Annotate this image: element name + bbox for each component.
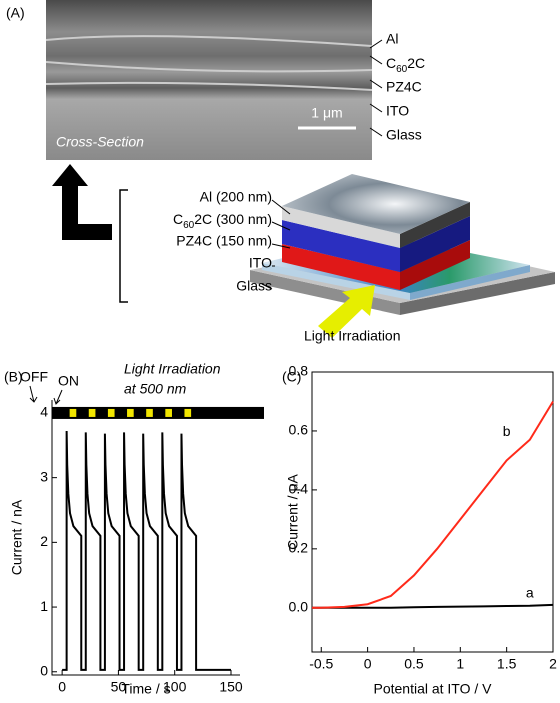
y-tick-label: 2 bbox=[40, 533, 48, 549]
scale-label: 1 μm bbox=[311, 105, 342, 121]
light-on bbox=[165, 409, 172, 417]
x-tick-label: 0 bbox=[364, 656, 372, 672]
light-on bbox=[127, 409, 134, 417]
text-part: 60 bbox=[183, 220, 195, 231]
text-part: C bbox=[386, 55, 396, 71]
page: (A) Cross-Section 1 μm Al (200 nm)C602C … bbox=[0, 0, 560, 698]
y-tick-label: 4 bbox=[40, 404, 48, 420]
text-part: 60 bbox=[396, 64, 408, 75]
device-label: PZ4C (150 nm) bbox=[176, 233, 272, 249]
x-axis-label: Potential at ITO / V bbox=[373, 681, 492, 697]
light-on bbox=[89, 409, 96, 417]
device-label: C602C (300 nm) bbox=[173, 211, 272, 231]
device-label: Glass bbox=[236, 278, 272, 294]
x-tick-label: 0 bbox=[58, 679, 66, 695]
series-label: b bbox=[503, 423, 511, 439]
y-tick-label: 1 bbox=[40, 598, 48, 614]
y-tick-label: 0.0 bbox=[289, 598, 309, 614]
irradiation-label: Light Irradiation bbox=[304, 328, 401, 344]
y-tick-label: 3 bbox=[40, 468, 48, 484]
plot-frame bbox=[312, 372, 553, 652]
text-part: 2C bbox=[407, 55, 425, 71]
x-tick-label: 2 bbox=[549, 656, 557, 672]
x-tick-label: 0.5 bbox=[404, 656, 424, 672]
light-bar bbox=[52, 407, 264, 419]
annotation: ON bbox=[58, 373, 79, 389]
x-tick-label: 150 bbox=[219, 679, 243, 695]
data-line bbox=[62, 431, 231, 670]
figure: (A) Cross-Section 1 μm Al (200 nm)C602C … bbox=[0, 0, 560, 698]
x-tick-label: 1 bbox=[456, 656, 464, 672]
light-on bbox=[70, 409, 77, 417]
sem-label: PZ4C bbox=[386, 79, 422, 95]
series-label: a bbox=[526, 584, 534, 600]
x-axis-label: Time / s bbox=[121, 681, 170, 697]
text-part: 2C (300 nm) bbox=[194, 211, 272, 227]
data-line bbox=[312, 401, 553, 607]
light-on bbox=[146, 409, 153, 417]
panel-label: (C) bbox=[282, 369, 301, 385]
sem-label: Al bbox=[386, 31, 398, 47]
y-tick-label: 0 bbox=[40, 662, 48, 678]
sem-label: ITO bbox=[386, 103, 409, 119]
annotation: OFF bbox=[20, 369, 48, 385]
light-on bbox=[108, 409, 115, 417]
bracket bbox=[120, 190, 128, 302]
annotation: at 500 nm bbox=[124, 381, 187, 397]
sem-label: C602C bbox=[386, 55, 425, 75]
x-tick-label: -0.5 bbox=[309, 656, 333, 672]
light-on bbox=[184, 409, 191, 417]
device-label: ITO bbox=[249, 255, 272, 271]
sem-caption: Cross-Section bbox=[56, 134, 144, 150]
device-label: Al (200 nm) bbox=[200, 189, 272, 205]
y-axis-label: Current / μA bbox=[285, 473, 301, 549]
y-axis-label: Current / nA bbox=[9, 499, 25, 575]
axes bbox=[52, 400, 240, 675]
text-part: C bbox=[173, 211, 183, 227]
annotation: Light Irradiation bbox=[124, 361, 221, 377]
x-tick-label: 1.5 bbox=[497, 656, 517, 672]
arrow bbox=[52, 164, 112, 240]
sem-label: Glass bbox=[386, 127, 422, 143]
y-tick-label: 0.6 bbox=[289, 422, 309, 438]
panel-label: (A) bbox=[6, 5, 25, 21]
